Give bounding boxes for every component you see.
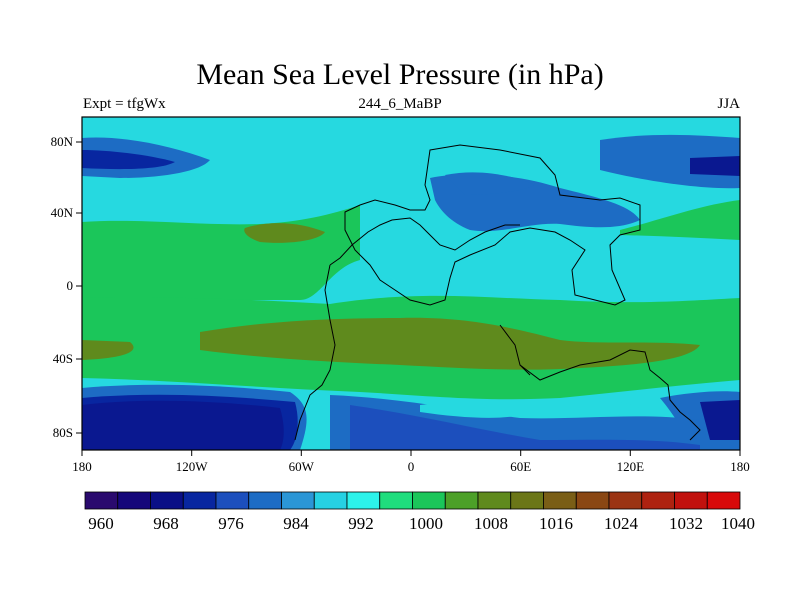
colorbar	[84, 491, 741, 510]
field-olive-south	[200, 317, 700, 370]
colorbar-swatch	[182, 491, 217, 510]
time-label: 244_6_MaBP	[358, 96, 442, 112]
colorbar-swatch	[674, 491, 708, 510]
colorbar-swatch	[477, 491, 512, 510]
colorbar-swatch	[706, 491, 741, 510]
x-tick-label: 0	[408, 459, 415, 474]
x-tick-label: 60W	[289, 459, 315, 474]
colorbar-label: 992	[348, 514, 374, 533]
coastline-eurasia-africa	[344, 144, 641, 306]
coastline-australia	[519, 349, 701, 441]
colorbar-label: 1024	[604, 514, 639, 533]
colorbar-swatch	[608, 491, 643, 510]
colorbar-swatch	[444, 491, 479, 510]
colorbar-swatch	[248, 491, 282, 510]
pressure-field	[82, 117, 740, 450]
field-cyan-patch-south-east	[560, 398, 640, 413]
colorbar-swatch	[215, 491, 250, 510]
colorbar-label: 984	[283, 514, 309, 533]
coastline-mediterranean	[329, 217, 520, 266]
x-tick-label: 120E	[617, 459, 645, 474]
field-darkblue-north-west	[82, 150, 175, 170]
y-tick-label: 0	[67, 278, 74, 293]
y-tick-label: 40N	[51, 205, 74, 220]
colorbar-swatch	[379, 491, 413, 510]
y-tick-label: 80S	[53, 425, 73, 440]
colorbar-label: 1016	[539, 514, 573, 533]
field-darkblue-south-east	[700, 400, 740, 440]
x-tick-label: 180	[730, 459, 750, 474]
field-olive-west	[82, 340, 134, 360]
field-darkblue-north-east	[690, 156, 740, 176]
x-tick-label: 180	[72, 459, 92, 474]
colorbar-swatch	[313, 491, 348, 510]
coastline-south-america	[294, 264, 336, 441]
field-darkblue-south-west	[82, 400, 284, 450]
colorbar-swatch	[84, 491, 119, 510]
coastline-india	[499, 324, 531, 376]
colorbar-swatch	[543, 491, 577, 510]
axis-ticks	[76, 141, 741, 456]
colorbar-swatch	[641, 491, 675, 510]
colorbar-swatch	[346, 491, 381, 510]
field-green-north-east	[620, 200, 740, 240]
colorbar-swatch	[281, 491, 315, 510]
y-tick-label: 80N	[51, 134, 74, 149]
colorbar-label: 960	[88, 514, 114, 533]
experiment-label: Expt = tfgWx	[83, 96, 166, 112]
field-cyan-patch-south	[420, 403, 520, 418]
colorbar-label: 1000	[409, 514, 443, 533]
colorbar-swatch	[117, 491, 151, 510]
season-label: JJA	[717, 96, 740, 112]
colorbar-label: 1032	[669, 514, 703, 533]
colorbar-labels: 960 968 976 984 992 1000 1008 1016 1024 …	[88, 514, 755, 533]
colorbar-label: 968	[153, 514, 179, 533]
colorbar-swatch	[412, 491, 446, 510]
x-tick-label: 120W	[176, 459, 209, 474]
coastlines	[294, 144, 701, 441]
chart-title: Mean Sea Level Pressure (in hPa)	[196, 58, 604, 91]
field-blue-north-east	[600, 134, 740, 189]
colorbar-label: 1008	[474, 514, 508, 533]
field-blue-south-mid-deep	[350, 405, 700, 450]
x-tick-label: 60E	[510, 459, 531, 474]
colorbar-swatch	[575, 491, 610, 510]
colorbar-label: 1040	[721, 514, 755, 533]
field-olive-north	[244, 223, 325, 243]
y-tick-label: 40S	[53, 351, 73, 366]
colorbar-swatch	[150, 491, 184, 510]
field-blue-asia-core	[445, 172, 535, 195]
colorbar-label: 976	[218, 514, 244, 533]
colorbar-swatch	[510, 491, 544, 510]
